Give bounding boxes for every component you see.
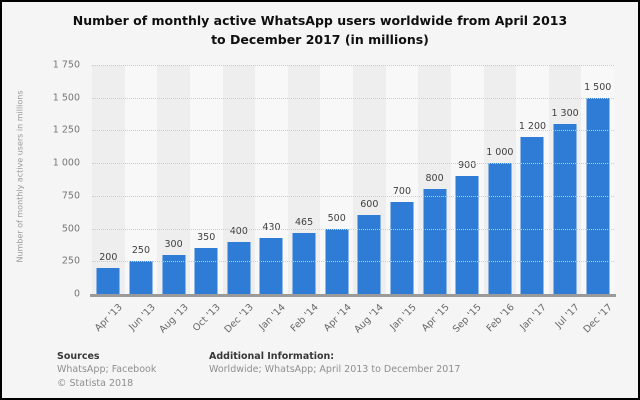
gridline — [92, 65, 614, 66]
bar — [488, 163, 512, 294]
bar — [390, 202, 414, 294]
chart-title-line1: Number of monthly active WhatsApp users … — [72, 13, 568, 28]
bar-value-label: 400 — [229, 226, 248, 237]
bar — [455, 176, 479, 294]
gridline — [92, 228, 614, 230]
bar-value-label: 1 000 — [486, 147, 514, 158]
gridline — [92, 97, 614, 99]
y-tick-label: 0 — [73, 288, 80, 300]
bar-value-label: 430 — [262, 222, 281, 233]
bar — [520, 137, 544, 294]
gridline — [92, 130, 614, 132]
bar-column: 1 500 — [581, 65, 614, 294]
column-band — [92, 65, 125, 294]
bar-value-label: 200 — [99, 252, 118, 263]
bar-column: 465 — [288, 65, 321, 294]
bar — [162, 255, 186, 294]
y-tick-label: 1 000 — [52, 157, 80, 169]
y-tick-label: 750 — [61, 190, 80, 202]
bar-value-label: 800 — [425, 173, 444, 184]
bar — [553, 124, 577, 294]
bar — [194, 248, 218, 294]
y-tick-label: 500 — [61, 223, 80, 235]
sources-text: WhatsApp; Facebook — [57, 364, 157, 376]
plot-area: 200 250 300 350 400 430 465 500 600 700 800 900 1 00… — [90, 65, 616, 297]
bar-column: 700 — [386, 65, 419, 294]
sources-heading: Sources — [57, 351, 100, 362]
bar-column: 400 — [223, 65, 256, 294]
bar — [423, 189, 447, 294]
bar-value-label: 500 — [327, 213, 346, 224]
additional-info-block: Additional Information: Worldwide; Whats… — [209, 350, 460, 377]
bar-column: 250 — [125, 65, 158, 294]
bar — [357, 215, 381, 294]
gridline — [92, 195, 614, 197]
bar-value-label: 1 200 — [518, 121, 547, 132]
y-tick-label: 1 250 — [52, 124, 80, 136]
copyright-text: © Statista 2018 — [57, 377, 134, 389]
sources-block: Sources WhatsApp; Facebook © Statista 20… — [57, 350, 156, 390]
bar-value-label: 465 — [294, 217, 314, 228]
bar-value-label: 300 — [164, 239, 183, 250]
bar-column: 900 — [451, 65, 484, 294]
bar-value-label: 900 — [458, 160, 477, 171]
bar — [292, 233, 316, 294]
bar-column: 1 000 — [484, 65, 517, 294]
bar-value-label: 250 — [131, 245, 151, 256]
bar-value-label: 350 — [197, 232, 216, 243]
bar-column: 430 — [255, 65, 288, 294]
bar — [259, 238, 283, 294]
gridline — [92, 261, 614, 263]
y-tick-label: 250 — [61, 255, 80, 267]
y-axis-labels: 0 250 500 750 1 000 1 250 1 500 1 750 — [2, 2, 86, 398]
bar-value-label: 600 — [360, 199, 379, 210]
bar-column: 600 — [353, 65, 386, 294]
y-tick-label: 1 750 — [52, 59, 80, 71]
bar-value-label: 700 — [392, 186, 412, 197]
bar-column: 800 — [418, 65, 451, 294]
bar-value-label: 1 300 — [551, 108, 579, 119]
x-axis-baseline — [90, 294, 616, 297]
column-band — [124, 65, 158, 294]
additional-info-text: Worldwide; WhatsApp; April 2013 to Decem… — [209, 364, 461, 376]
bar-column: 200 — [92, 65, 125, 294]
y-tick-label: 1 500 — [52, 92, 80, 104]
bar — [227, 242, 251, 294]
bar-column: 500 — [320, 65, 353, 294]
bar — [96, 268, 120, 294]
x-axis-labels: Apr '13 Jun '13 Aug '13 Oct '13 Dec '13 Jan '… — [92, 298, 614, 348]
bar-column: 350 — [190, 65, 223, 294]
bar-value-label: 1 500 — [584, 82, 612, 93]
chart-title: Number of monthly active WhatsApp users … — [2, 11, 638, 50]
bar — [129, 261, 153, 294]
chart-title-line2: to December 2017 (in millions) — [211, 32, 429, 48]
bar-column: 300 — [157, 65, 190, 294]
gridline — [92, 163, 614, 165]
bar-column: 1 200 — [516, 65, 549, 294]
bar-column: 1 300 — [549, 65, 582, 294]
additional-info-heading: Additional Information: — [209, 351, 335, 362]
